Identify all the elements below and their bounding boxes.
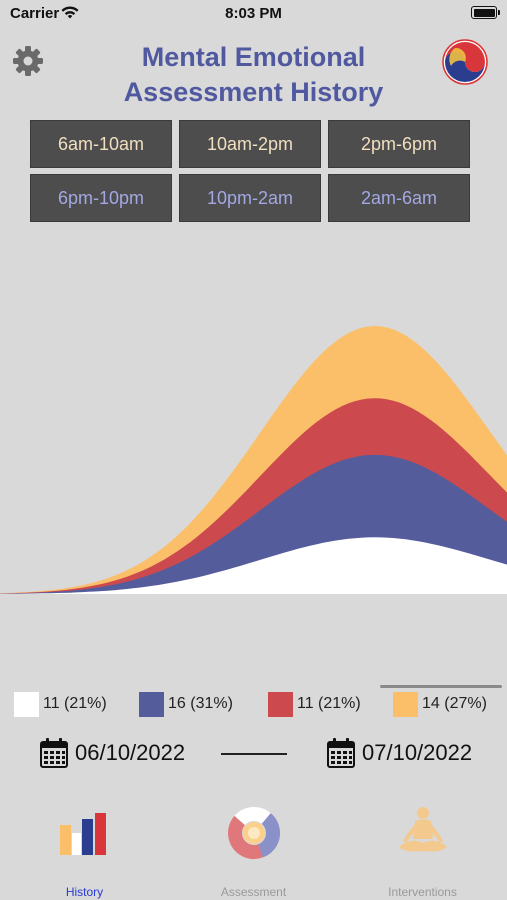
legend-label: 14 (27%) <box>422 695 487 712</box>
tab-label: Interventions <box>388 885 457 899</box>
meditation-icon <box>398 807 447 852</box>
time-range-2pm-6pm-button[interactable]: 2pm-6pm <box>328 120 470 168</box>
legend-swatch-blue <box>139 691 164 717</box>
chart-area-series-0 <box>0 537 507 594</box>
legend-swatch-yellow <box>393 691 418 717</box>
tab-assessment[interactable]: Assessment <box>169 795 338 900</box>
tab-label: History <box>65 885 104 899</box>
date-divider <box>221 753 287 755</box>
tab-history[interactable]: History <box>0 795 169 900</box>
legend-swatch-red <box>268 691 293 717</box>
stacked-area-chart <box>0 326 507 594</box>
time-range-grid: 6am-10am 10am-2pm 2pm-6pm 6pm-10pm 10pm-… <box>30 120 470 222</box>
chart-legend: 11 (21%) 16 (31%) 11 (21%) 14 (27%) <box>14 690 499 718</box>
legend-item-red: 11 (21%) <box>268 690 361 718</box>
tab-bar: History Assessment Interventions <box>0 795 507 900</box>
tab-label: Assessment <box>220 885 287 899</box>
legend-label: 11 (21%) <box>297 695 361 712</box>
carrier-label: Carrier <box>10 5 60 22</box>
legend-item-white: 11 (21%) <box>14 690 107 718</box>
start-date[interactable]: 06/10/2022 <box>75 740 186 765</box>
time-range-2am-6am-button[interactable]: 2am-6am <box>328 174 470 222</box>
bar-chart-icon <box>59 813 106 855</box>
end-date[interactable]: 07/10/2022 <box>362 740 473 765</box>
legend-item-blue: 16 (31%) <box>139 690 233 718</box>
legend-scroll-indicator <box>380 685 502 688</box>
clock-label: 8:03 PM <box>225 5 282 22</box>
donut-icon <box>227 807 280 859</box>
time-range-10am-2pm-button[interactable]: 10am-2pm <box>179 120 321 168</box>
legend-label: 16 (31%) <box>168 695 233 712</box>
time-range-10pm-2am-button[interactable]: 10pm-2am <box>179 174 321 222</box>
legend-swatch-white <box>14 691 39 717</box>
gear-icon[interactable] <box>12 45 44 77</box>
tab-interventions[interactable]: Interventions <box>338 795 507 900</box>
page-title: Mental Emotional Assessment History <box>123 42 384 107</box>
battery-icon <box>471 6 500 19</box>
wifi-icon <box>61 6 79 19</box>
time-range-6pm-10pm-button[interactable]: 6pm-10pm <box>30 174 172 222</box>
calendar-icon[interactable] <box>327 738 355 768</box>
app-logo <box>442 39 488 85</box>
date-range: 06/10/2022 07/10/2022 <box>40 738 480 770</box>
calendar-icon[interactable] <box>40 738 68 768</box>
time-range-6am-10am-button[interactable]: 6am-10am <box>30 120 172 168</box>
status-bar: Carrier 8:03 PM <box>0 0 507 30</box>
legend-label: 11 (21%) <box>43 695 107 712</box>
legend-item-yellow: 14 (27%) <box>393 690 487 718</box>
